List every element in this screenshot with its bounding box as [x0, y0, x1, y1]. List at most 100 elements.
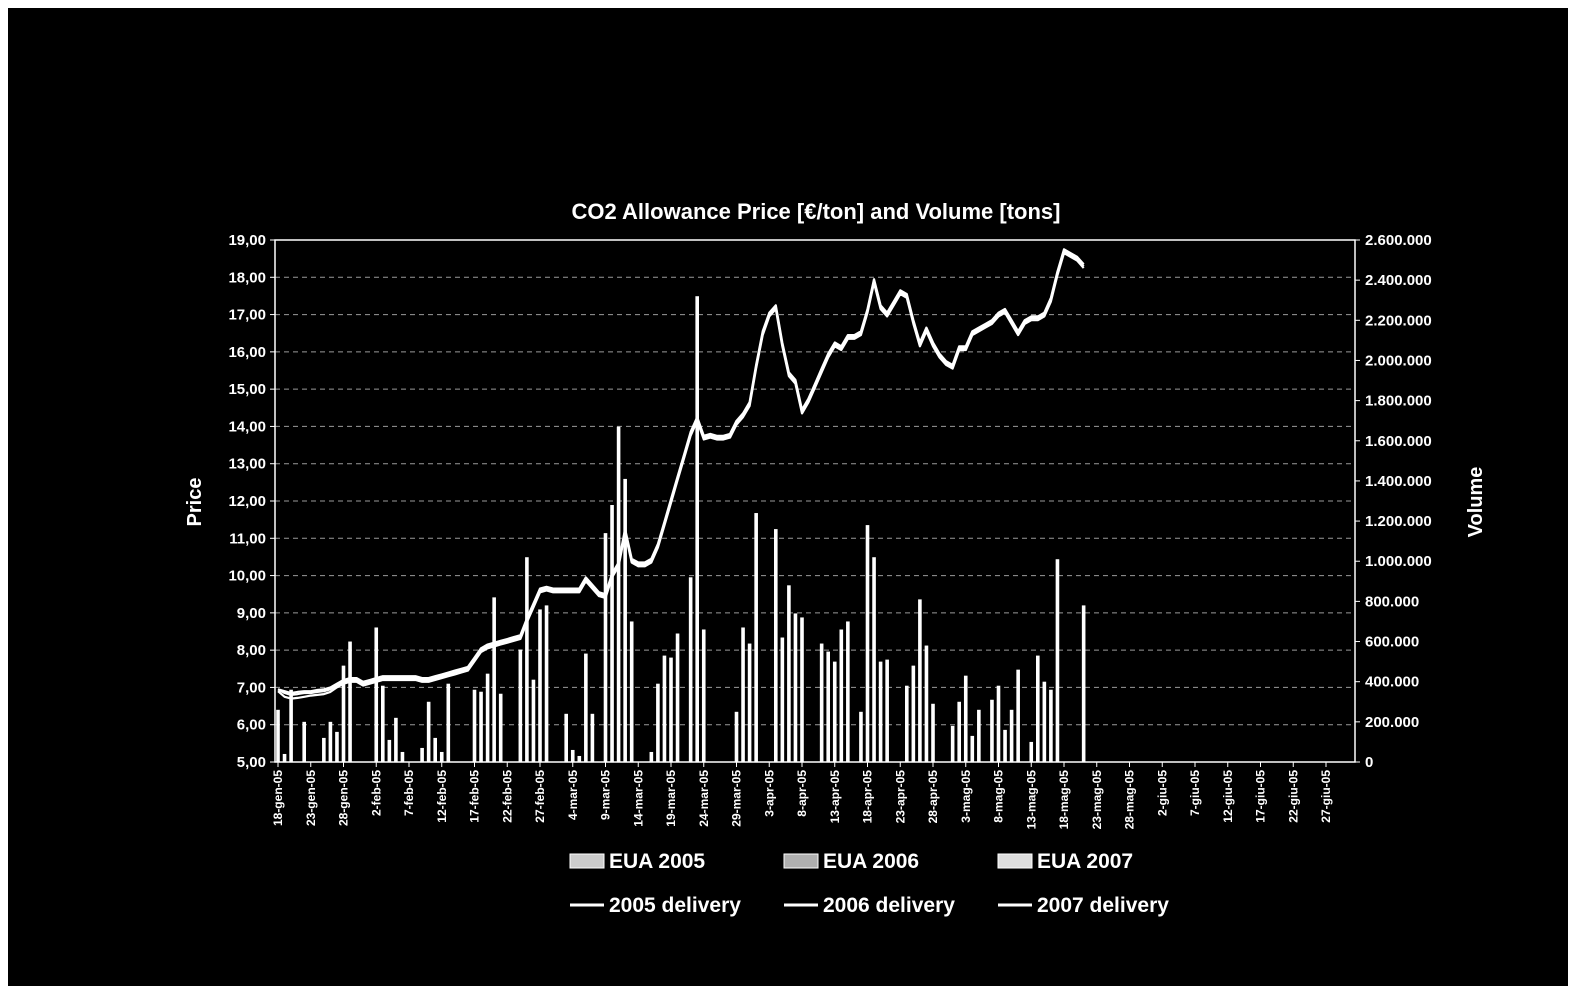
volume-bar	[918, 599, 922, 762]
x-tick-label: 7-giu-05	[1188, 770, 1202, 816]
y2-tick-label: 1.400.000	[1365, 473, 1432, 490]
volume-bar	[381, 685, 385, 762]
x-tick-label: 12-giu-05	[1221, 770, 1235, 823]
volume-bar	[977, 709, 981, 762]
volume-bar	[780, 637, 785, 762]
volume-bar	[787, 585, 791, 762]
y-tick-label: 9,00	[237, 605, 266, 622]
x-tick-label: 27-giu-05	[1319, 770, 1333, 823]
y2-tick-label: 2.600.000	[1365, 232, 1432, 249]
legend-swatch-eua-2005	[569, 853, 605, 869]
legend-swatch-eua-2007	[997, 853, 1033, 869]
volume-bar	[931, 703, 935, 762]
x-tick-label: 4-mar-05	[566, 770, 580, 820]
x-tick-label: 17-feb-05	[468, 770, 482, 823]
volume-bar	[400, 751, 405, 762]
x-tick-label: 22-feb-05	[500, 770, 514, 823]
volume-bar	[433, 737, 437, 762]
volume-bar	[577, 755, 582, 762]
x-tick-label: 19-mar-05	[664, 770, 678, 827]
volume-bar	[564, 713, 568, 762]
y2-tick-label: 1.600.000	[1365, 433, 1432, 450]
gridlines	[275, 276, 1355, 726]
volume-bar	[669, 657, 673, 762]
volume-bars	[276, 296, 1086, 762]
volume-bar	[420, 747, 424, 762]
y-tick-label: 7,00	[237, 679, 266, 696]
legend: EUA 2005 EUA 2006 EUA 2007 2005 delivery…	[569, 850, 1169, 917]
legend-label-2007-delivery: 2007 delivery	[1037, 894, 1169, 917]
volume-bar	[695, 296, 699, 762]
x-tick-label: 22-giu-05	[1286, 770, 1300, 823]
volume-bar	[485, 673, 490, 762]
volume-bar	[1042, 681, 1047, 762]
volume-bar	[924, 645, 929, 762]
left-axis-ticks: 19,00 18,00 17,00 16,00 15,00 14,00 13,00 12,00…	[228, 232, 275, 771]
volume-bar	[832, 661, 837, 762]
volume-bar	[1081, 605, 1086, 762]
y-tick-label: 13,00	[228, 456, 266, 473]
y2-tick-label: 2.400.000	[1365, 272, 1432, 289]
volume-bar	[584, 653, 588, 762]
volume-bar	[1055, 559, 1060, 762]
volume-bar	[322, 737, 326, 762]
x-tick-label: 2-feb-05	[369, 770, 383, 816]
x-tick-label: 29-mar-05	[730, 770, 744, 827]
volume-bar	[302, 721, 306, 762]
volume-bar	[872, 557, 876, 762]
volume-bar	[754, 513, 758, 762]
volume-bar	[479, 691, 483, 762]
x-tick-label: 28-apr-05	[926, 770, 940, 824]
volume-bar	[603, 533, 608, 762]
y2-tick-label: 1.800.000	[1365, 393, 1432, 410]
y-tick-label: 15,00	[228, 381, 266, 398]
volume-bar	[439, 751, 444, 762]
legend-label-2006-delivery: 2006 delivery	[823, 894, 955, 917]
x-tick-label: 28-mag-05	[1123, 770, 1137, 830]
legend-label-eua-2007: EUA 2007	[1037, 850, 1133, 873]
volume-bar	[276, 709, 280, 762]
volume-bar	[629, 621, 634, 762]
volume-bar	[348, 641, 352, 762]
volume-bar	[911, 665, 916, 762]
volume-bar	[341, 665, 346, 762]
x-tick-label: 13-apr-05	[828, 770, 842, 824]
y-tick-label: 10,00	[228, 568, 266, 585]
volume-bar	[865, 525, 870, 762]
volume-bar	[774, 529, 778, 762]
y-tick-label: 17,00	[228, 307, 266, 324]
volume-bar	[590, 713, 595, 762]
volume-bar	[662, 655, 667, 762]
y-tick-label: 8,00	[237, 642, 266, 659]
volume-bar	[1009, 709, 1014, 762]
volume-bar	[885, 659, 889, 762]
line-2007-delivery	[277, 252, 1085, 700]
volume-bar	[800, 617, 804, 762]
volume-bar	[793, 613, 798, 762]
volume-bar	[826, 651, 830, 762]
y2-axis-title: Volume	[1465, 467, 1487, 538]
x-tick-label: 14-mar-05	[631, 770, 645, 827]
volume-bar	[963, 675, 968, 762]
y-axis-title: Price	[184, 478, 206, 527]
volume-bar	[610, 505, 614, 762]
volume-bar	[675, 633, 680, 762]
chart-frame: CO2 Allowance Price [€/ton] and Volume […	[8, 8, 1568, 986]
volume-bar	[525, 557, 529, 762]
volume-bar	[387, 739, 392, 762]
right-axis-ticks: 2.600.000 2.400.000 2.200.000 2.000.000 1.80…	[1355, 232, 1432, 771]
x-tick-label: 23-apr-05	[893, 770, 907, 824]
volume-bar	[950, 725, 955, 762]
x-tick-label: 24-mar-05	[697, 770, 711, 827]
volume-bar	[747, 643, 752, 762]
volume-bar	[492, 597, 496, 762]
x-axis-ticks: 18-gen-05 23-gen-05 28-gen-05 2-feb-05 7-feb…	[271, 762, 1333, 829]
volume-bar	[819, 643, 824, 762]
volume-bar	[734, 711, 739, 762]
volume-bar	[544, 605, 549, 762]
volume-bar	[970, 735, 975, 762]
y2-tick-label: 1.200.000	[1365, 513, 1432, 530]
volume-bar	[996, 685, 1001, 762]
volume-bar	[446, 683, 451, 762]
volume-bar	[289, 689, 293, 762]
